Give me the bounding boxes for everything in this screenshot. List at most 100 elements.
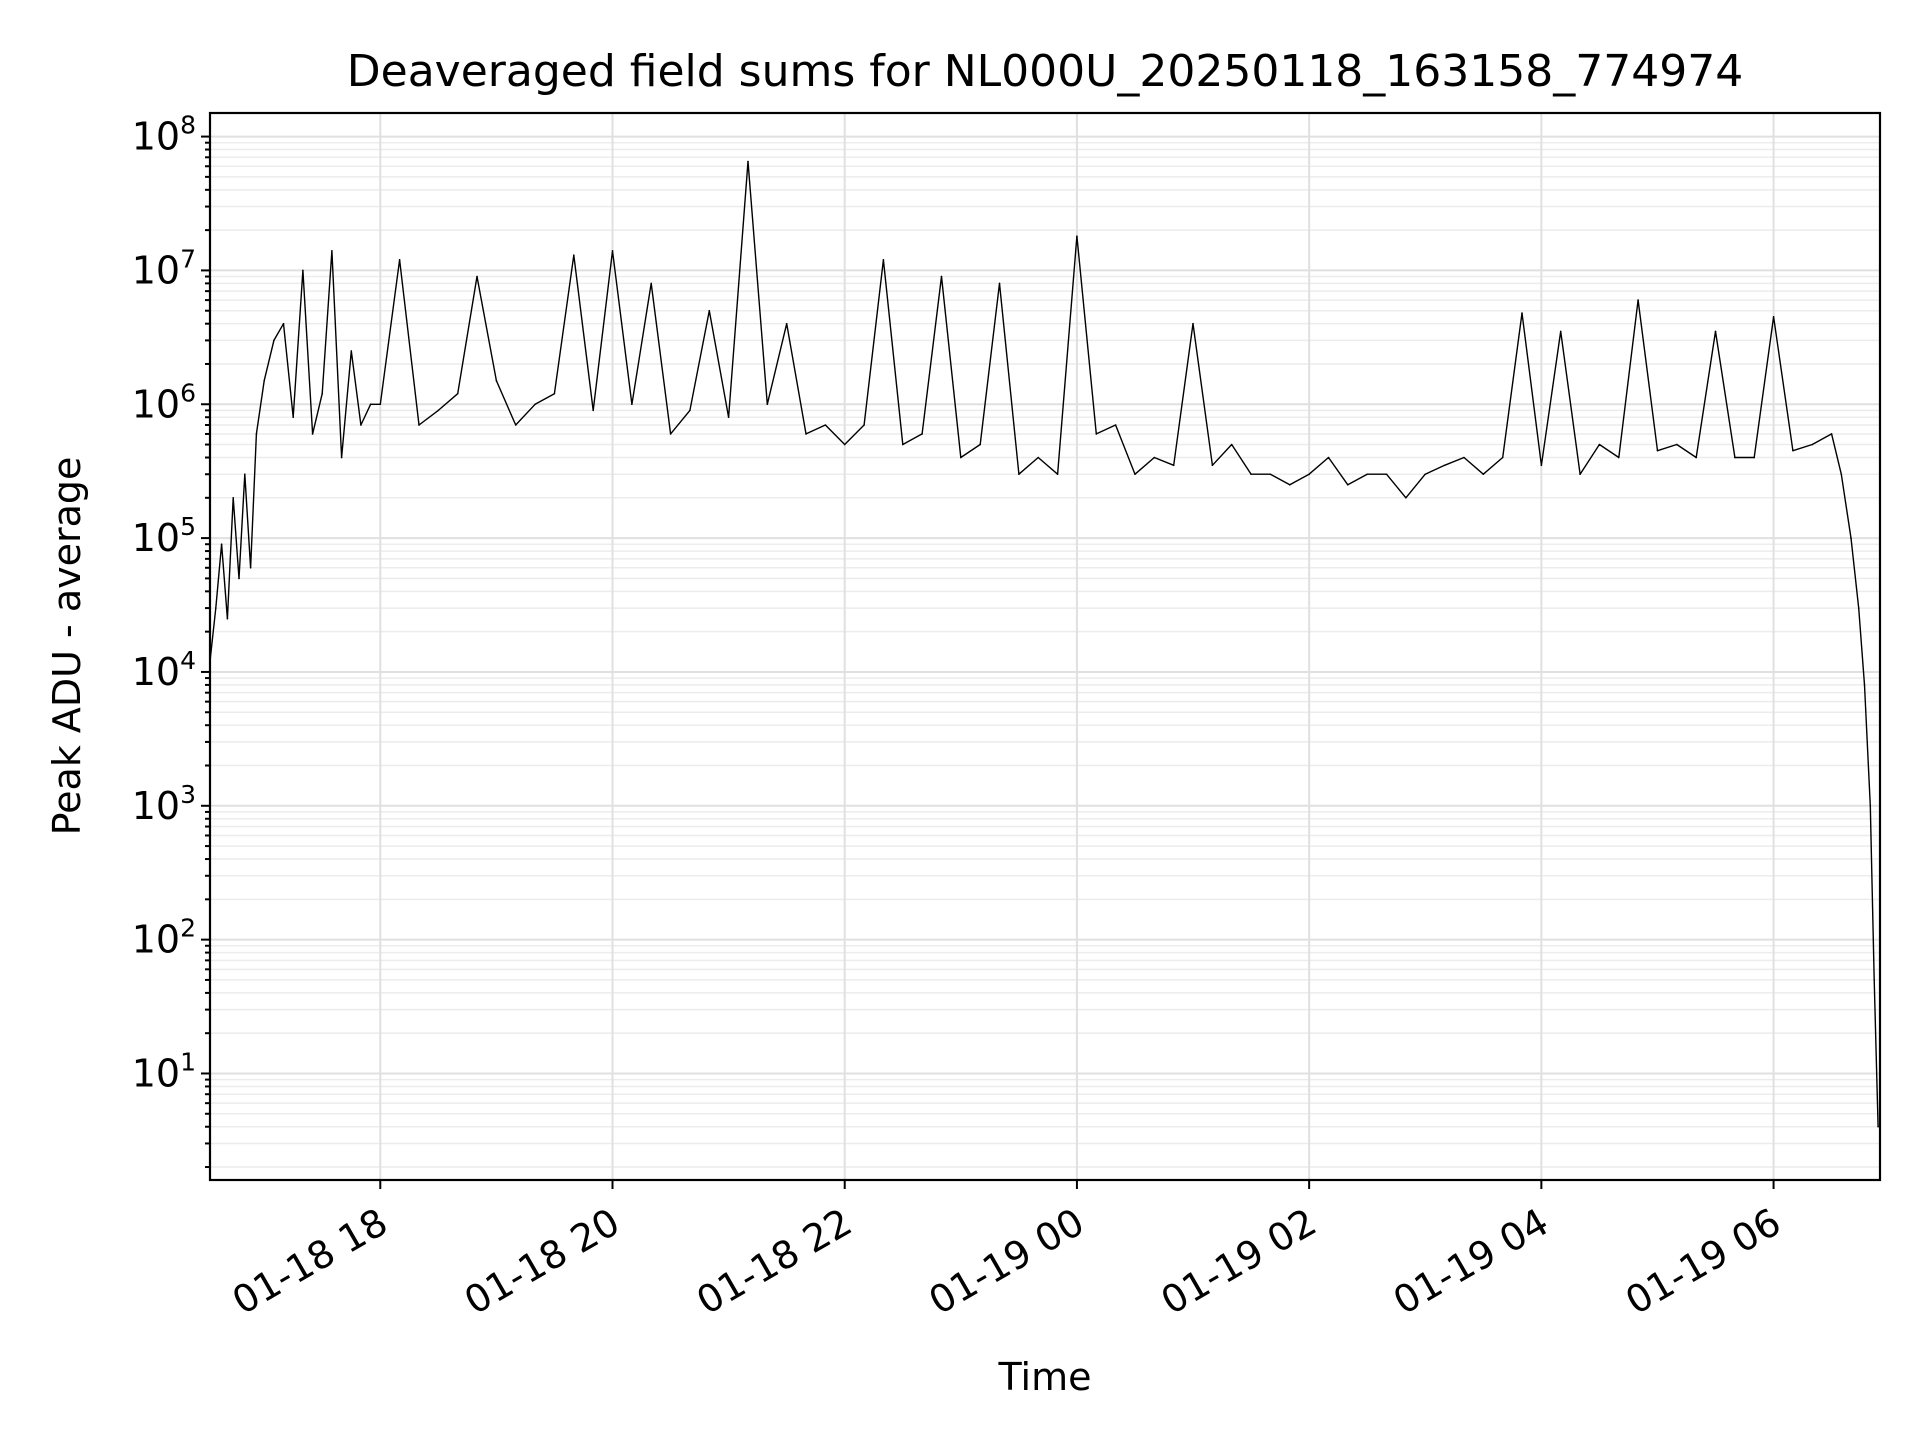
data-point (1405, 497, 1407, 499)
data-point (940, 275, 943, 278)
y-tick-label: 101 (132, 1047, 196, 1095)
data-point (960, 456, 962, 459)
data-point (244, 473, 246, 476)
data-point (1095, 433, 1098, 435)
data-point (1347, 484, 1349, 486)
data-point (1269, 473, 1272, 476)
data-point (360, 424, 362, 426)
data-point (1598, 443, 1601, 446)
data-point (1327, 456, 1330, 459)
data-point (1114, 424, 1117, 426)
data-point (669, 433, 672, 435)
grid (210, 113, 1880, 1180)
x-tick-label: 01-18 22 (689, 1200, 859, 1324)
data-point (311, 433, 314, 435)
data-point (1153, 456, 1156, 459)
data-point (611, 250, 614, 252)
data-point (238, 577, 240, 580)
data-point (1211, 464, 1214, 467)
y-tick-label: 106 (132, 378, 196, 426)
data-point (1734, 456, 1736, 459)
data-point (727, 416, 730, 419)
data-point (418, 424, 420, 426)
data-point (1424, 473, 1427, 476)
data-point (1617, 456, 1620, 459)
data-point (1540, 464, 1543, 467)
data-point (340, 456, 343, 459)
data-point (1250, 473, 1252, 476)
data-point (1792, 449, 1794, 452)
data-point (1873, 979, 1875, 981)
x-tick-label: 01-18 18 (225, 1200, 395, 1324)
x-axis: 01-18 18 01-18 20 01-18 22 01-19 00 01-19 02… (225, 1180, 1788, 1323)
data-point (379, 403, 382, 406)
data-point (495, 379, 498, 382)
data-point (824, 424, 827, 426)
data-point (215, 607, 217, 609)
data-point (1366, 473, 1368, 476)
y-tick-label: 108 (132, 111, 196, 159)
data-point (863, 424, 865, 426)
x-tick-label: 01-18 20 (457, 1200, 627, 1324)
x-tick-label: 01-19 02 (1154, 1200, 1324, 1324)
data-point (1714, 330, 1717, 333)
x-axis-label: Time (998, 1355, 1092, 1399)
data-point (805, 433, 807, 435)
y-tick-label: 105 (132, 512, 196, 560)
data-point (553, 392, 556, 395)
data-point (1076, 235, 1078, 238)
data-point (1869, 804, 1872, 807)
data-point (437, 409, 440, 412)
data-point (1192, 322, 1194, 325)
data-point (1753, 456, 1756, 459)
data-point (1877, 1125, 1879, 1128)
data-point (573, 254, 575, 256)
data-point (1857, 607, 1860, 609)
y-axis: 101 102 103 104 105 106 107 108 (132, 111, 210, 1169)
data-point (1134, 473, 1136, 476)
data-point (1385, 473, 1388, 476)
data-point (249, 566, 252, 569)
plot-frame (208, 111, 1882, 1182)
series-layer (209, 160, 1879, 1128)
data-point (843, 443, 846, 446)
data-point (785, 322, 788, 325)
data-point (766, 403, 769, 406)
data-point (1501, 456, 1504, 459)
data-point (476, 275, 478, 278)
data-point (1676, 443, 1678, 446)
data-point (514, 424, 517, 426)
data-point (1772, 316, 1775, 318)
data-point (1830, 433, 1833, 435)
y-tick-label: 107 (132, 244, 196, 292)
data-point (292, 416, 295, 419)
data-point (302, 269, 304, 272)
x-tick-label: 01-19 04 (1386, 1200, 1556, 1324)
data-point (534, 403, 536, 406)
data-point (263, 379, 265, 382)
data-point (369, 403, 372, 406)
data-point (901, 443, 904, 446)
data-point (1056, 473, 1059, 476)
data-point (1288, 484, 1291, 486)
data-point (650, 282, 653, 285)
data-point (273, 339, 275, 342)
data-point (1443, 464, 1446, 467)
data-series-line (209, 160, 1879, 1127)
data-point (226, 617, 229, 620)
data-point (1850, 537, 1852, 539)
data-point (220, 543, 223, 546)
data-point (1559, 330, 1562, 333)
x-tick-label: 01-19 06 (1618, 1200, 1788, 1324)
data-point (631, 403, 633, 406)
data-point (331, 250, 333, 252)
data-point (282, 322, 285, 325)
data-point (1656, 449, 1659, 452)
y-axis-label: Peak ADU - average (45, 457, 89, 836)
data-point (998, 282, 1001, 285)
data-point (921, 433, 923, 435)
data-point (232, 497, 235, 499)
data-point (1840, 473, 1843, 476)
